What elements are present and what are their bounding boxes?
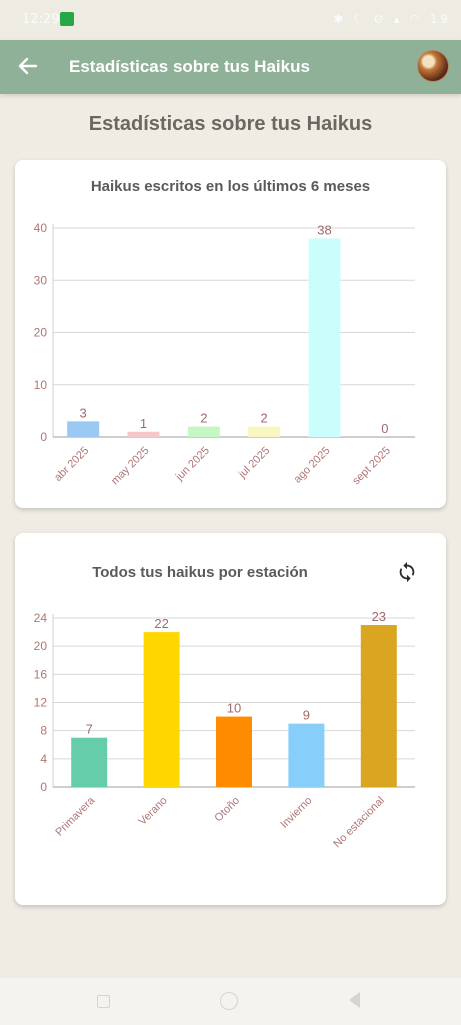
bar bbox=[67, 421, 100, 437]
bar-value-label: 0 bbox=[381, 421, 388, 436]
bar-value-label: 22 bbox=[154, 616, 168, 631]
back-arrow-icon[interactable] bbox=[16, 54, 40, 78]
bar-value-label: 3 bbox=[80, 405, 87, 420]
refresh-icon[interactable] bbox=[396, 561, 418, 583]
y-tick-label: 4 bbox=[40, 752, 47, 766]
y-tick-label: 24 bbox=[34, 611, 48, 625]
x-tick-label: Verano bbox=[137, 795, 170, 828]
monthly-bar-chart-svg: 0 10 20 30 40 3 abr 2025 1 may 2025 2 jun 2025 2 jul… bbox=[34, 221, 415, 488]
y-tick-label: 20 bbox=[34, 326, 48, 340]
bar-value-label: 9 bbox=[303, 708, 310, 723]
y-tick-label: 20 bbox=[34, 639, 48, 653]
bar-value-label: 1 bbox=[140, 416, 147, 431]
battery-level: 19 bbox=[429, 12, 451, 26]
bar bbox=[248, 426, 281, 437]
bar bbox=[360, 625, 397, 787]
charging-icon bbox=[60, 12, 74, 26]
x-tick-label: ago 2025 bbox=[292, 445, 333, 486]
x-tick-label: jun 2025 bbox=[173, 445, 212, 484]
x-tick-label: sept 2025 bbox=[350, 445, 393, 488]
x-tick-label: jul 2025 bbox=[236, 445, 272, 481]
page-title: Estadísticas sobre tus Haikus bbox=[88, 113, 373, 135]
y-tick-label: 8 bbox=[40, 724, 47, 738]
bar bbox=[143, 632, 180, 787]
x-tick-label: abr 2025 bbox=[52, 445, 91, 484]
y-tick-label: 16 bbox=[34, 667, 48, 681]
bar bbox=[71, 737, 108, 787]
x-tick-label: Invierno bbox=[278, 795, 314, 831]
bar-value-label: 38 bbox=[317, 222, 331, 237]
bar bbox=[308, 238, 341, 437]
status-icons: ✱ ☾ ⊘ ▴ ◠ 19 bbox=[333, 12, 451, 26]
y-tick-label: 30 bbox=[34, 273, 48, 287]
x-tick-label: may 2025 bbox=[109, 445, 152, 488]
bar-value-label: 2 bbox=[261, 411, 268, 426]
season-bar-chart-svg: 0 4 8 12 16 20 24 7 Primavera 22 Verano 10 Otoño 9 Inv… bbox=[34, 609, 415, 851]
bar-value-label: 7 bbox=[86, 722, 93, 737]
bar-value-label: 10 bbox=[227, 701, 241, 716]
app-bar: Estadísticas sobre tus Haikus bbox=[0, 40, 461, 94]
bar bbox=[127, 431, 160, 437]
system-back-icon[interactable] bbox=[349, 992, 360, 1008]
recent-apps-icon[interactable] bbox=[97, 995, 110, 1008]
season-chart-card: Todos tus haikus por estación 0 4 8 12 16 20 2… bbox=[15, 533, 446, 905]
y-tick-label: 0 bbox=[40, 430, 47, 444]
avatar[interactable] bbox=[417, 50, 449, 82]
bar-value-label: 2 bbox=[200, 411, 207, 426]
bar bbox=[216, 716, 252, 787]
season-chart-title: Todos tus haikus por estación bbox=[92, 564, 308, 581]
bar-value-label: 23 bbox=[372, 609, 386, 624]
y-tick-label: 0 bbox=[40, 780, 47, 794]
y-tick-label: 10 bbox=[34, 378, 48, 392]
y-tick-label: 40 bbox=[34, 221, 48, 235]
x-tick-label: Otoño bbox=[212, 795, 242, 825]
home-icon[interactable] bbox=[220, 992, 238, 1010]
monthly-chart-title: Haikus escritos en los últimos 6 meses bbox=[90, 178, 371, 195]
monthly-chart-card: Haikus escritos en los últimos 6 meses 0… bbox=[15, 160, 446, 508]
system-nav-bar bbox=[0, 978, 461, 1025]
bar bbox=[288, 723, 325, 787]
y-tick-label: 12 bbox=[34, 696, 48, 710]
x-tick-label: No estacional bbox=[331, 795, 387, 851]
status-bar: 12:29 ✱ ☾ ⊘ ▴ ◠ 19 bbox=[0, 0, 461, 40]
status-time: 12:29 bbox=[22, 12, 60, 27]
x-tick-label: Primavera bbox=[53, 794, 98, 839]
app-bar-title: Estadísticas sobre tus Haikus bbox=[69, 57, 310, 76]
bar bbox=[187, 426, 220, 437]
